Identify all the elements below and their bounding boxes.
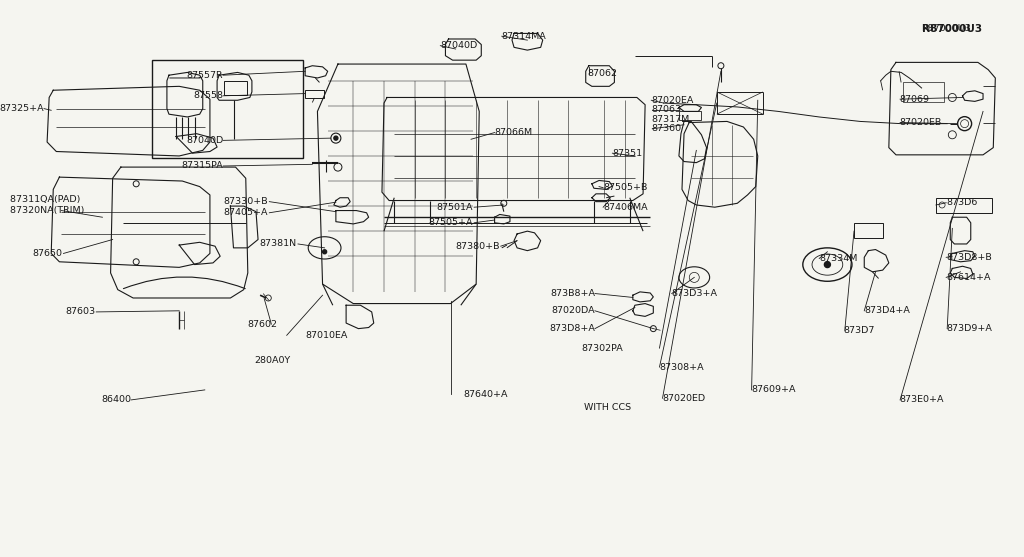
Text: 87063: 87063 xyxy=(651,105,681,114)
Text: 280A0Y: 280A0Y xyxy=(254,356,290,365)
Text: 87040D: 87040D xyxy=(186,136,223,145)
Text: 87609+A: 87609+A xyxy=(752,385,796,394)
Text: 87020EB: 87020EB xyxy=(899,118,941,127)
Text: R87000U3: R87000U3 xyxy=(922,24,982,34)
Text: 87317M: 87317M xyxy=(651,115,689,124)
Text: 873D8+A: 873D8+A xyxy=(549,324,595,333)
Text: 87505+B: 87505+B xyxy=(603,183,647,192)
Text: 87557R: 87557R xyxy=(186,71,223,80)
Text: 87330+B: 87330+B xyxy=(223,197,268,206)
Text: 87325+A: 87325+A xyxy=(0,104,44,113)
Text: 87040D: 87040D xyxy=(440,41,477,50)
Text: 87302PA: 87302PA xyxy=(582,344,624,353)
Text: 87020ED: 87020ED xyxy=(663,394,706,403)
Text: 87315PA: 87315PA xyxy=(181,162,223,170)
Text: 87334M: 87334M xyxy=(819,254,857,263)
Text: 873D8+B: 873D8+B xyxy=(946,253,992,262)
Text: 87311QA⁠(PAD): 87311QA⁠(PAD) xyxy=(10,195,81,204)
Bar xyxy=(305,90,324,98)
Bar xyxy=(903,82,944,102)
Text: 87062: 87062 xyxy=(588,69,617,78)
Text: 873D6: 873D6 xyxy=(946,198,978,207)
Bar xyxy=(152,60,303,158)
Text: 873D4+A: 873D4+A xyxy=(864,306,910,315)
Text: 873B8+A: 873B8+A xyxy=(550,289,595,298)
Bar xyxy=(224,81,247,95)
Text: 873D7: 873D7 xyxy=(844,326,876,335)
Bar xyxy=(854,223,883,238)
Text: 87351: 87351 xyxy=(612,149,642,158)
Text: 87405+A: 87405+A xyxy=(224,208,268,217)
Text: 87603: 87603 xyxy=(66,307,95,316)
Text: 87314MA: 87314MA xyxy=(502,32,547,41)
Text: 87406MA: 87406MA xyxy=(603,203,648,212)
Text: 87602: 87602 xyxy=(248,320,278,329)
Text: WITH CCS: WITH CCS xyxy=(584,403,631,412)
Text: 87381N: 87381N xyxy=(260,240,297,248)
Text: 87380+B: 87380+B xyxy=(456,242,500,251)
Text: 87320NA⁠(TRIM): 87320NA⁠(TRIM) xyxy=(10,206,85,215)
Circle shape xyxy=(824,262,830,267)
Text: 87069: 87069 xyxy=(899,95,929,104)
Circle shape xyxy=(323,250,327,254)
Text: 87308+A: 87308+A xyxy=(659,363,705,372)
Text: 87505+A: 87505+A xyxy=(429,218,473,227)
Text: 87650: 87650 xyxy=(33,249,62,258)
Text: 873D3+A: 873D3+A xyxy=(672,289,718,298)
Text: 873E0+A: 873E0+A xyxy=(899,395,943,404)
Circle shape xyxy=(334,136,338,140)
Text: 87020DA: 87020DA xyxy=(551,306,595,315)
Text: 87640+A: 87640+A xyxy=(464,390,508,399)
Text: 87558: 87558 xyxy=(194,91,223,100)
Text: R87000U3: R87000U3 xyxy=(922,25,972,33)
Text: 87360: 87360 xyxy=(651,124,681,133)
Text: 87020EA: 87020EA xyxy=(651,96,693,105)
Text: 873D9+A: 873D9+A xyxy=(946,324,992,333)
Text: 87614+A: 87614+A xyxy=(946,273,990,282)
Text: 87501A: 87501A xyxy=(436,203,473,212)
Text: 87066M: 87066M xyxy=(495,128,532,137)
Bar xyxy=(679,111,701,120)
Text: 87010EA: 87010EA xyxy=(305,331,347,340)
Bar xyxy=(936,198,992,213)
Text: 86400: 86400 xyxy=(101,395,131,404)
